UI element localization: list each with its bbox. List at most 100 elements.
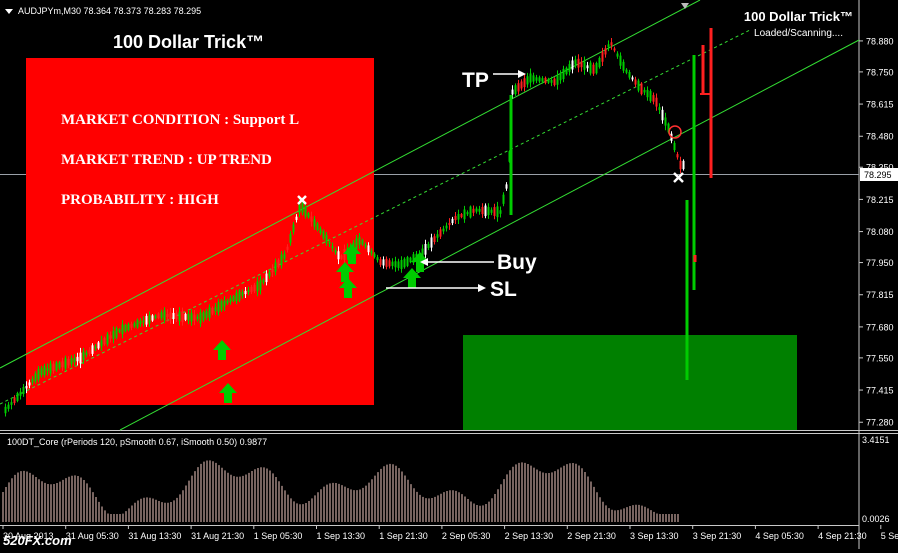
candle-body (136, 319, 139, 328)
buy-arrow-icon (343, 244, 361, 264)
candle-body (475, 208, 478, 212)
candle-body (661, 109, 664, 121)
candle-body (274, 262, 277, 272)
sub-indicator-label: 100DT_Core (rPeriods 120, pSmooth 0.67, … (7, 437, 267, 447)
time-tick-label: 31 Aug 05:30 (66, 531, 119, 541)
buy-arrow-icon (219, 383, 237, 403)
candle-body (28, 382, 31, 386)
market-condition: MARKET CONDITION : Support L (61, 112, 299, 128)
time-tick-label: 30 Aug 2013 (3, 531, 54, 541)
candle-body (445, 225, 448, 229)
candle-body (310, 216, 313, 222)
panel-title: 100 Dollar Trick™ (113, 32, 264, 52)
shift-marker-icon[interactable] (681, 3, 689, 9)
candle-body (139, 321, 142, 324)
candle-body (253, 284, 256, 292)
candle-body (385, 258, 388, 267)
candle-body (121, 324, 124, 334)
candle-body (532, 75, 535, 82)
tp-label: TP (462, 69, 489, 92)
candle-body (361, 240, 364, 245)
candle-body (313, 219, 316, 227)
candle-body (211, 308, 214, 314)
candle-body (106, 334, 109, 345)
candle-body (316, 223, 319, 230)
candle-body (472, 208, 475, 213)
price-tick-label: 78.615 (866, 100, 894, 110)
candle-body (202, 312, 205, 321)
candle-body (178, 311, 181, 321)
price-tick-label: 78.880 (866, 36, 894, 46)
candle-body (355, 238, 358, 249)
candle-body (604, 48, 607, 55)
candle-body (277, 259, 280, 268)
candle-body (499, 210, 502, 214)
candle-body (463, 209, 466, 220)
sub-axis-top: 3.4151 (862, 435, 890, 445)
candle-body (280, 254, 283, 266)
candle-body (358, 236, 361, 245)
candle-body (424, 243, 427, 255)
sl-label: SL (490, 278, 517, 301)
candle-body (118, 329, 121, 333)
symbol-dropdown-icon[interactable] (5, 9, 13, 14)
x-marker (673, 172, 684, 183)
candle-body (265, 273, 268, 283)
candle-body (436, 234, 439, 238)
candle-body (622, 61, 625, 71)
candle-body (517, 83, 520, 92)
candle-body (616, 53, 619, 57)
channel-lines (0, 0, 860, 431)
candle-body (154, 315, 157, 319)
tp-pointer (493, 70, 526, 78)
candle-body (613, 48, 616, 51)
sub-axis-bottom: 0.0026 (862, 514, 890, 524)
candle-body (649, 90, 652, 102)
candle-body (574, 59, 577, 65)
buy-pointer (420, 258, 494, 266)
time-tick-label: 31 Aug 21:30 (191, 531, 244, 541)
time-tick-label: 2 Sep 13:30 (505, 531, 554, 541)
candle-body (127, 323, 130, 331)
candle-body (58, 362, 61, 369)
time-tick-label: 3 Sep 21:30 (693, 531, 742, 541)
candle-body (529, 73, 532, 83)
candle-body (76, 356, 79, 362)
candle-body (643, 89, 646, 93)
candle-body (151, 315, 154, 321)
candle-body (301, 202, 304, 213)
info-panel (26, 58, 374, 405)
candle-body (124, 324, 127, 332)
candle-body (193, 314, 196, 321)
candle-body (373, 253, 376, 258)
candle-body (340, 255, 343, 259)
candle-body (493, 207, 496, 216)
price-tick-label: 77.550 (866, 353, 894, 363)
candle-body (607, 44, 610, 48)
candle-body (31, 378, 34, 383)
candle-body (238, 290, 241, 301)
candle-body (538, 77, 541, 82)
candle-body (544, 77, 547, 83)
candle-body (646, 89, 649, 98)
candle-body (409, 257, 412, 263)
candle-body (466, 212, 469, 215)
price-tick-label: 78.080 (866, 227, 894, 237)
candle-body (292, 224, 295, 233)
candle-body (556, 75, 559, 85)
candle-body (589, 62, 592, 74)
current-price-tag: 78.295 (860, 168, 898, 181)
candle-body (397, 261, 400, 268)
candle-body (256, 281, 259, 292)
candle-body (157, 313, 160, 319)
candle-body (226, 300, 229, 304)
candle-body (565, 67, 568, 75)
candle-body (190, 312, 193, 322)
buy-arrow-icon (403, 268, 421, 288)
candle-body (568, 64, 571, 72)
candle-body (367, 245, 370, 253)
candle-body (298, 203, 301, 213)
candle-body (562, 68, 565, 80)
